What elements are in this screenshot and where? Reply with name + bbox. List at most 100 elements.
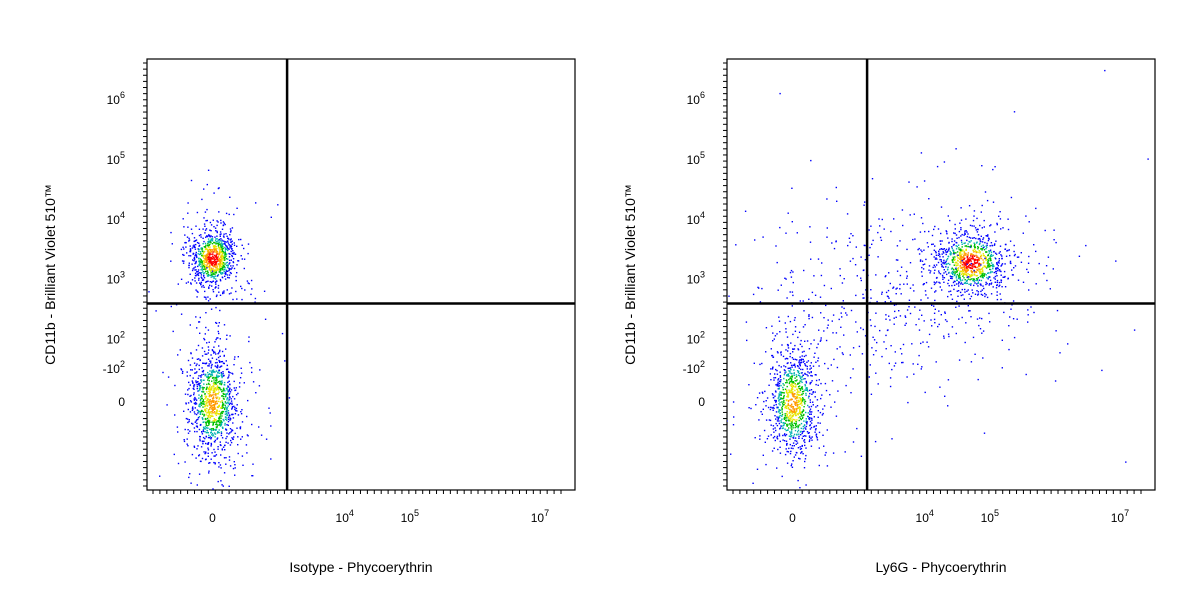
event-dot	[212, 400, 214, 402]
event-dot	[816, 437, 818, 439]
event-dot	[808, 315, 810, 317]
event-dot	[1003, 311, 1005, 314]
event-dot	[958, 236, 960, 239]
event-dot	[798, 361, 800, 364]
event-dot	[208, 241, 210, 243]
event-dot	[209, 406, 212, 409]
event-dot	[804, 324, 806, 326]
event-dot	[1028, 255, 1030, 258]
event-dot	[864, 259, 867, 261]
event-dot	[209, 508, 210, 509]
event-dot	[206, 259, 209, 261]
event-dot	[979, 264, 981, 266]
event-dot	[941, 253, 943, 255]
event-dot	[798, 435, 800, 438]
event-dot	[1008, 249, 1010, 251]
event-dot	[204, 437, 206, 440]
event-dot	[205, 435, 207, 438]
event-dot	[958, 272, 961, 274]
event-dot	[985, 259, 987, 262]
event-dot	[920, 342, 922, 345]
event-dot	[793, 413, 795, 416]
event-dot	[955, 148, 957, 150]
event-dot	[198, 228, 201, 230]
event-dot	[849, 241, 851, 243]
event-dot	[811, 375, 813, 377]
event-dot	[902, 343, 905, 346]
event-dot	[973, 245, 975, 247]
event-dot	[783, 392, 785, 394]
event-dot	[947, 333, 950, 335]
event-dot	[981, 332, 983, 334]
event-dot	[195, 403, 198, 405]
event-dot	[206, 208, 208, 211]
event-dot	[233, 244, 236, 246]
event-dot	[772, 396, 775, 399]
event-dot	[798, 393, 800, 396]
event-dot	[197, 253, 199, 255]
event-dot	[816, 399, 819, 401]
event-dot	[778, 420, 780, 422]
event-dot	[196, 426, 199, 428]
event-dot	[896, 287, 898, 289]
event-dot	[830, 406, 832, 408]
event-dot	[220, 454, 222, 456]
event-dot	[220, 238, 222, 240]
event-dot	[207, 382, 210, 385]
event-dot	[198, 321, 200, 323]
event-dot	[222, 224, 225, 226]
event-dot	[974, 271, 976, 274]
event-dot	[976, 318, 979, 320]
event-dot	[194, 421, 196, 423]
event-dot	[948, 249, 950, 251]
event-dot	[195, 269, 197, 271]
event-dot	[938, 250, 940, 252]
event-dot	[810, 381, 812, 384]
event-dot	[224, 275, 226, 277]
event-dot	[183, 248, 185, 250]
event-dot	[992, 263, 994, 266]
event-dot	[758, 287, 760, 289]
event-dot	[187, 212, 189, 214]
event-dot	[1125, 461, 1127, 463]
event-dot	[209, 255, 211, 257]
event-dot	[216, 264, 218, 266]
event-dot	[227, 249, 229, 252]
event-dot	[213, 226, 215, 228]
event-dot	[792, 393, 795, 395]
event-dot	[226, 413, 228, 415]
event-dot	[1038, 262, 1040, 265]
event-dot	[856, 275, 858, 277]
event-dot	[199, 282, 201, 284]
event-dot	[796, 419, 798, 421]
event-dot	[990, 255, 992, 257]
event-dot	[792, 436, 794, 439]
event-dot	[959, 248, 962, 250]
event-dot	[778, 416, 781, 419]
event-dot	[977, 294, 979, 296]
event-dot	[787, 403, 789, 405]
event-dot	[947, 215, 949, 217]
event-dot	[221, 261, 223, 264]
event-dot	[977, 291, 980, 293]
event-dot	[197, 390, 199, 392]
event-dot	[239, 426, 242, 428]
event-dot	[218, 322, 220, 324]
event-dot	[792, 411, 795, 413]
y-tick-label: -102	[683, 359, 705, 376]
event-dot	[198, 279, 200, 281]
event-dot	[962, 283, 964, 285]
event-dot	[773, 447, 775, 449]
event-dot	[220, 417, 222, 419]
event-dot	[801, 351, 804, 353]
event-dot	[213, 352, 215, 354]
event-dot	[244, 289, 246, 291]
event-dot	[265, 438, 268, 440]
event-dot	[804, 372, 806, 375]
event-dot	[207, 414, 209, 417]
event-dot	[958, 276, 960, 278]
event-dot	[170, 231, 172, 234]
event-dot	[783, 394, 785, 397]
event-dot	[222, 272, 224, 275]
event-dot	[935, 254, 938, 256]
